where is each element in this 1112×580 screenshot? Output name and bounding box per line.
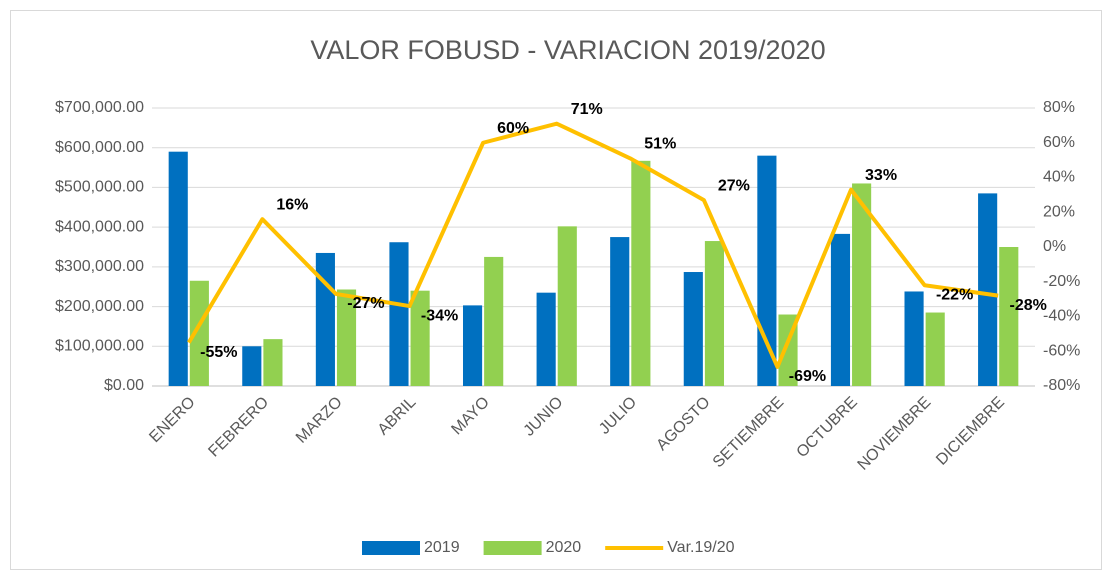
y2-tick-label: 40% xyxy=(1043,169,1075,186)
legend-swatch xyxy=(362,541,420,555)
y2-tick-label: -80% xyxy=(1043,377,1080,394)
bar xyxy=(389,242,409,386)
bar xyxy=(462,305,483,386)
data-label: -55% xyxy=(200,344,237,361)
data-label: 33% xyxy=(865,167,897,184)
bar xyxy=(168,151,188,386)
bar xyxy=(242,346,262,386)
data-label: -28% xyxy=(1010,297,1047,314)
legend-label: 2019 xyxy=(424,539,460,556)
y-tick-label: $600,000.00 xyxy=(55,139,144,156)
y-tick-label: $100,000.00 xyxy=(55,338,144,355)
legend-label: Var.19/20 xyxy=(667,539,734,556)
data-label: 16% xyxy=(276,196,308,213)
bar xyxy=(978,193,998,386)
data-label: -27% xyxy=(347,295,384,312)
data-label: 71% xyxy=(571,101,603,118)
bar xyxy=(484,256,504,386)
bar xyxy=(704,241,725,386)
bar xyxy=(336,289,357,386)
legend-label: 2020 xyxy=(546,539,582,556)
y2-tick-label: -60% xyxy=(1043,342,1080,359)
data-label: 27% xyxy=(718,177,750,194)
bar xyxy=(757,155,777,386)
bar xyxy=(315,252,335,386)
data-label: 51% xyxy=(644,136,676,153)
chart-title: VALOR FOBUSD - VARIACION 2019/2020 xyxy=(310,35,825,65)
bar xyxy=(830,233,851,386)
bar xyxy=(189,280,209,386)
data-label: 60% xyxy=(497,120,529,137)
bar xyxy=(557,226,577,386)
data-label: -22% xyxy=(936,286,973,303)
legend-swatch xyxy=(483,541,542,555)
bar xyxy=(683,272,703,386)
bar xyxy=(536,292,556,386)
bar xyxy=(852,183,872,386)
y2-tick-label: 80% xyxy=(1043,99,1075,116)
bar xyxy=(631,160,651,386)
y2-tick-label: 60% xyxy=(1043,134,1075,151)
bar xyxy=(410,290,430,386)
y2-tick-label: -40% xyxy=(1043,308,1080,325)
data-label: -34% xyxy=(421,307,458,324)
y2-tick-label: -20% xyxy=(1043,273,1080,290)
y-tick-label: $400,000.00 xyxy=(55,218,144,235)
bar xyxy=(610,237,630,386)
line xyxy=(187,121,999,369)
bar xyxy=(925,312,945,386)
bar xyxy=(999,247,1019,386)
data-label: -69% xyxy=(789,368,826,385)
y-tick-label: $0.00 xyxy=(104,377,144,394)
bar xyxy=(904,291,924,386)
y-tick-label: $300,000.00 xyxy=(55,258,144,275)
y-tick-label: $700,000.00 xyxy=(55,99,144,116)
y-tick-label: $500,000.00 xyxy=(55,179,144,196)
y2-tick-label: 20% xyxy=(1043,203,1075,220)
y-tick-label: $200,000.00 xyxy=(55,298,144,315)
bar xyxy=(263,339,283,386)
y2-tick-label: 0% xyxy=(1043,238,1066,255)
